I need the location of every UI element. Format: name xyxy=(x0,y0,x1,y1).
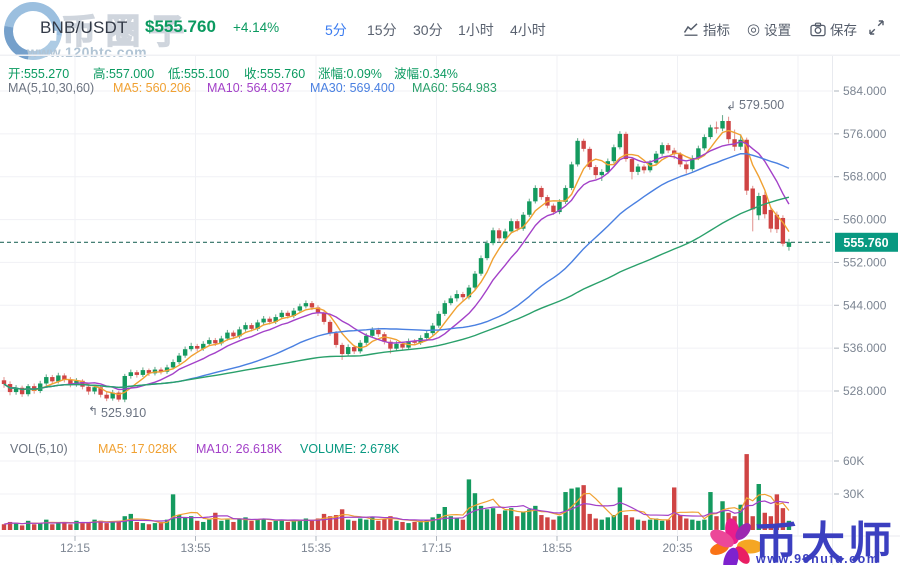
watermark-99hufu: 币大师 www.99hufu.com xyxy=(690,505,900,565)
watermark-site-url: www.120btc.com xyxy=(27,44,148,60)
price-ma30-line xyxy=(3,152,790,391)
grid-lines xyxy=(0,54,900,565)
current-price-label xyxy=(835,232,898,252)
price-axis-label: 552.000 xyxy=(843,255,887,269)
ma60-value: MA60: 564.983 xyxy=(412,81,497,95)
change-value: 涨幅:0.09% xyxy=(318,67,382,81)
toolbar-gear-button[interactable]: ◎ 设置 xyxy=(747,20,792,39)
price-axis-label: 544.000 xyxy=(843,298,887,312)
vol-ma10-value: MA10: 26.618K xyxy=(196,442,283,456)
low-value: 低:555.100 xyxy=(168,67,230,81)
open-value: 开:555.270 xyxy=(8,67,70,81)
volume-value: VOLUME: 2.678K xyxy=(300,442,400,456)
low-annotation: 525.910 xyxy=(101,406,146,420)
gear-icon: ◎ xyxy=(747,20,761,38)
volume-axis-label: 60K xyxy=(843,454,864,468)
price-axis-label: 568.000 xyxy=(843,170,887,184)
ma30-value: MA30: 569.400 xyxy=(310,81,395,95)
volume-ma10-line xyxy=(3,500,790,525)
last-price: $555.760 xyxy=(145,17,216,36)
vol-settings-label: VOL(5,10) xyxy=(10,442,68,456)
price-ma10-line xyxy=(3,140,790,391)
time-axis-label: 12:15 xyxy=(60,541,90,555)
high-arrow-icon: ↲ xyxy=(726,99,736,113)
candlesticks xyxy=(1,115,792,403)
high-annotation: 579.500 xyxy=(739,98,784,112)
price-ma5-line xyxy=(3,129,790,396)
volume-axis-label: 30K xyxy=(843,487,864,501)
watermark2-site-name: 币大师 xyxy=(754,519,895,565)
amplitude-value: 波幅:0.34% xyxy=(394,67,458,81)
close-value: 收:555.760 xyxy=(244,67,306,81)
watermark2-site-url: www.99hufu.com xyxy=(756,552,880,565)
toolbar-camera-button[interactable]: 保存 xyxy=(810,19,857,39)
ma-settings-label: MA(5,10,30,60) xyxy=(8,81,95,95)
current-price-label-text: 555.760 xyxy=(843,236,888,250)
time-axis-label: 13:55 xyxy=(180,541,210,555)
timeframe-tab-5[interactable]: 4小时 xyxy=(510,22,546,38)
time-axis-label: 17:15 xyxy=(421,541,451,555)
timeframe-tab-3[interactable]: 30分 xyxy=(413,22,443,38)
time-axis-label: 18:55 xyxy=(542,541,572,555)
header-bar: BNB/USDT $555.760 +4.14% 5分 15分 30分 1小时 4小时 指… xyxy=(0,0,900,56)
time-axis-label: 20:35 xyxy=(662,541,692,555)
high-value: 高:557.000 xyxy=(93,67,155,81)
low-arrow-icon: ↰ xyxy=(88,404,98,418)
timeframe-tab-1[interactable]: 5分 xyxy=(325,22,347,38)
ma10-value: MA10: 564.037 xyxy=(207,81,292,95)
expand-icon xyxy=(869,20,884,35)
chart-line-icon xyxy=(683,22,698,36)
fullscreen-button[interactable] xyxy=(868,19,885,36)
watermark-site-name: 币圈子 xyxy=(61,12,194,52)
price-axis-label: 536.000 xyxy=(843,341,887,355)
price-change-percent: +4.14% xyxy=(233,20,280,35)
volume-bars xyxy=(1,454,792,530)
timeframe-tab-2[interactable]: 15分 xyxy=(367,22,397,38)
camera-icon xyxy=(810,22,826,36)
time-axis-label: 15:35 xyxy=(301,541,331,555)
toolbar-chart-line-button[interactable]: 指标 xyxy=(683,19,730,39)
ma5-value: MA5: 560.206 xyxy=(113,81,191,95)
price-ma60-line xyxy=(3,196,790,391)
price-axis-label: 528.000 xyxy=(843,384,887,398)
vol-ma5-value: MA5: 17.028K xyxy=(98,442,178,456)
symbol-title: BNB/USDT xyxy=(40,18,128,37)
volume-ma5-line xyxy=(3,492,790,525)
price-axis-label: 584.000 xyxy=(843,84,887,98)
timeframe-tab-4[interactable]: 1小时 xyxy=(458,22,494,38)
price-axis-label: 560.000 xyxy=(843,213,887,227)
price-axis-label: 576.000 xyxy=(843,127,887,141)
